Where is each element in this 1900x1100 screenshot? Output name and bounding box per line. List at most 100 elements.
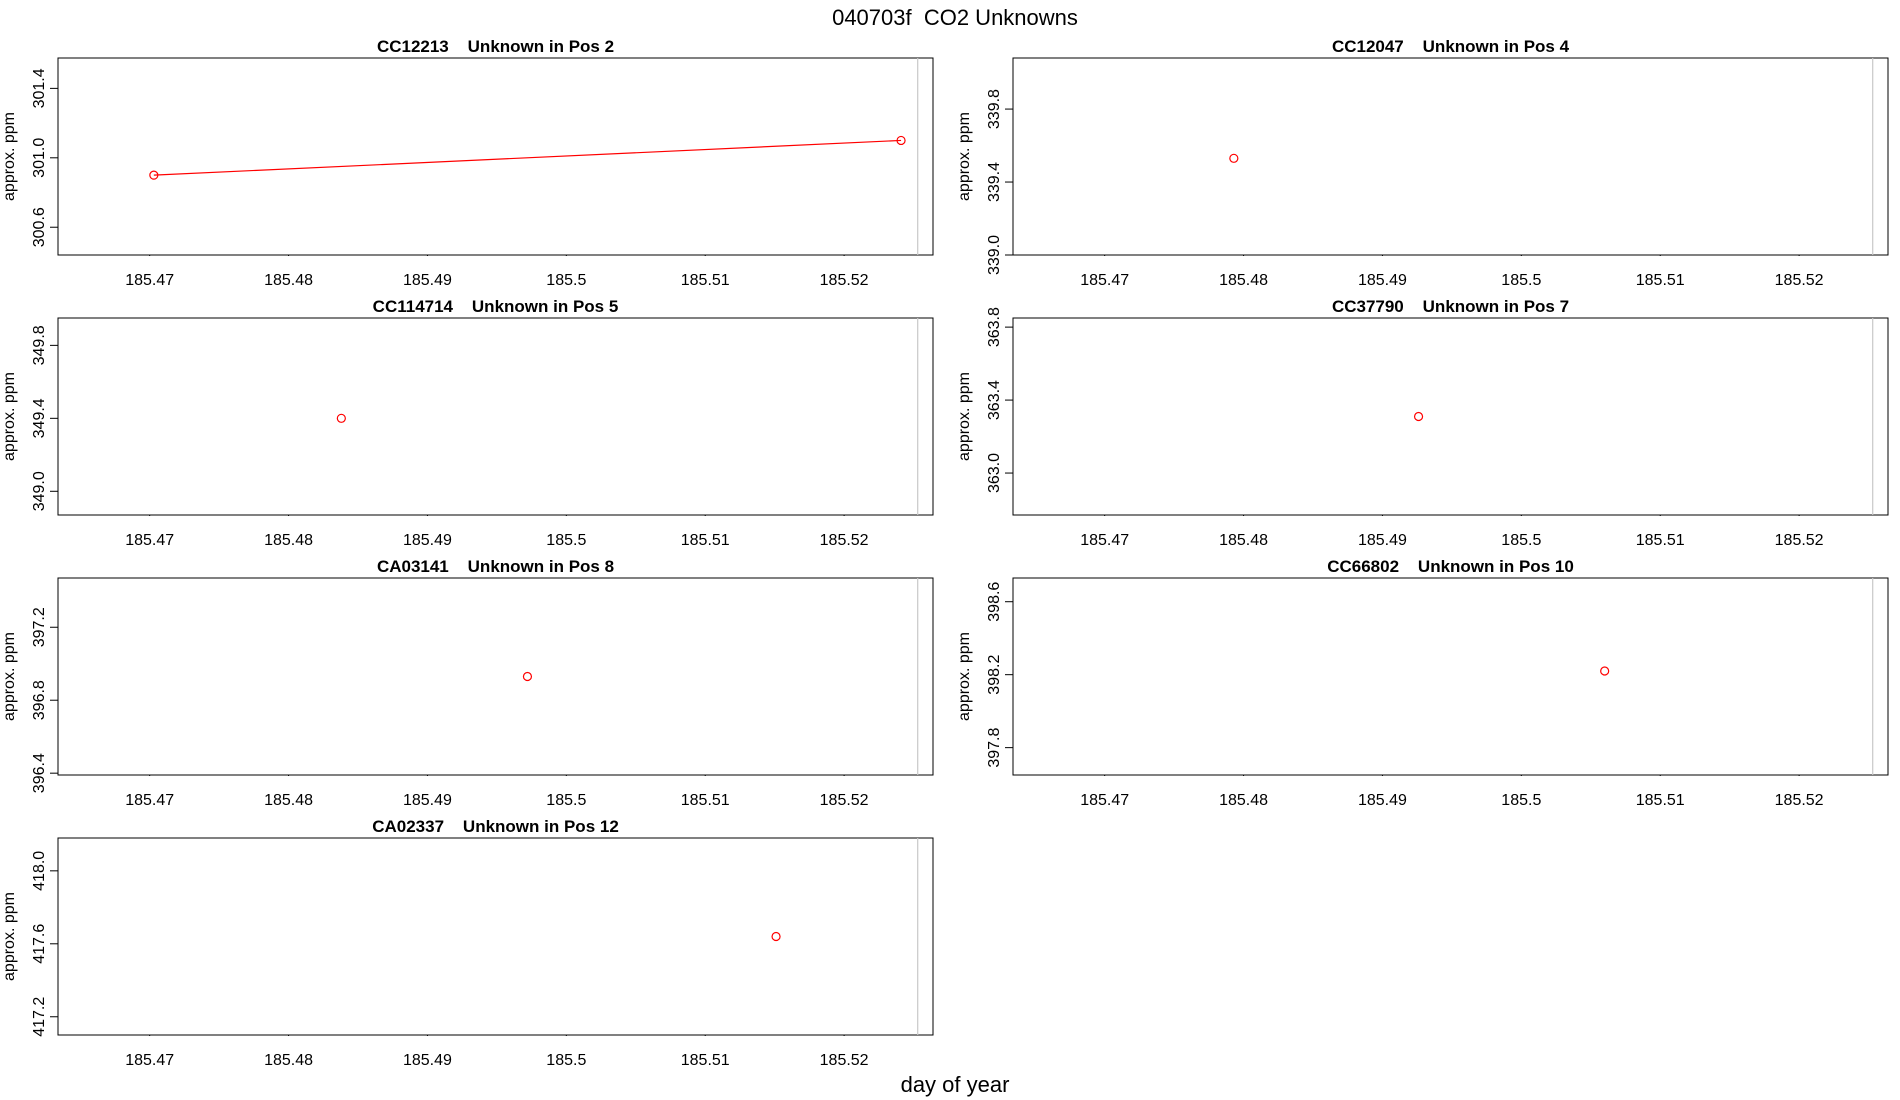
plot-frame [1012,317,1889,516]
x-tick-label: 185.48 [264,1052,313,1069]
x-tick-label: 185.51 [1636,272,1685,289]
y-tick-label: 363.0 [986,453,1003,493]
x-tick-label: 185.48 [264,792,313,809]
y-tick-label: 349.0 [31,471,48,511]
x-tick-label: 185.52 [820,792,869,809]
data-point [1229,153,1239,163]
x-tick-label: 185.49 [403,1052,452,1069]
x-tick-label: 185.47 [125,792,174,809]
x-tick-label: 185.5 [1501,792,1541,809]
x-tick-label: 185.47 [125,272,174,289]
x-tick-label: 185.49 [1358,532,1407,549]
y-tick-label: 398.6 [986,582,1003,622]
x-tick-label: 185.47 [125,1052,174,1069]
x-tick-label: 185.47 [1080,272,1129,289]
x-tick-label: 185.51 [1636,532,1685,549]
data-point [1600,666,1610,676]
plot-frame [57,57,934,256]
panel-title: CC66802 Unknown in Pos 10 [1327,557,1574,576]
y-tick-label: 398.2 [986,655,1003,695]
y-tick-label: 349.8 [31,325,48,365]
panel: CC12047 Unknown in Pos 4 approx. ppm 185.4… [956,37,1889,289]
panel: CC12213 Unknown in Pos 2 approx. ppm 185.4… [1,37,934,289]
y-tick-label: 339.4 [986,162,1003,202]
x-tick-label: 185.47 [125,532,174,549]
data-point [149,170,159,180]
y-tick-label: 339.8 [986,89,1003,129]
y-tick-label: 397.8 [986,728,1003,768]
y-tick-label: 418.0 [31,851,48,891]
panel: CA03141 Unknown in Pos 8 approx. ppm 185.4… [1,557,934,809]
x-tick-label: 185.49 [1358,272,1407,289]
x-tick-label: 185.49 [1358,792,1407,809]
x-tick-label: 185.52 [1775,272,1824,289]
x-tick-label: 185.51 [681,272,730,289]
x-tick-label: 185.49 [403,532,452,549]
x-tick-label: 185.48 [264,272,313,289]
x-tick-label: 185.51 [681,792,730,809]
y-tick-label: 300.6 [31,207,48,247]
x-tick-label: 185.47 [1080,792,1129,809]
series-line [153,139,902,176]
x-tick-label: 185.5 [1501,532,1541,549]
x-tick-label: 185.52 [820,272,869,289]
data-point [896,135,906,146]
plot-frame [57,577,934,776]
x-tick-label: 185.51 [1636,792,1685,809]
x-tick-label: 185.49 [403,792,452,809]
panel-title: CA03141 Unknown in Pos 8 [377,557,614,576]
y-tick-label: 349.4 [31,398,48,438]
x-tick-label: 185.5 [546,1052,586,1069]
y-tick-label: 396.4 [31,753,48,793]
panel-title: CC12213 Unknown in Pos 2 [377,37,614,56]
y-tick-label: 396.8 [31,680,48,720]
plot-frame [1012,577,1889,776]
y-axis-label: approx. ppm [956,372,973,461]
panel-title: CC12047 Unknown in Pos 4 [1332,37,1570,56]
x-tick-label: 185.48 [1219,272,1268,289]
plot-frame [1012,57,1889,256]
y-tick-label: 363.8 [986,307,1003,347]
panel: CA02337 Unknown in Pos 12 approx. ppm 185.… [1,817,934,1069]
data-point [1413,411,1424,422]
y-axis-label: approx. ppm [1,372,18,461]
x-tick-label: 185.48 [1219,792,1268,809]
x-tick-label: 185.5 [1501,272,1541,289]
y-axis-label: approx. ppm [1,892,18,981]
x-tick-label: 185.52 [820,1052,869,1069]
plot-frame [57,317,934,516]
x-tick-label: 185.5 [546,272,586,289]
panel-title: CA02337 Unknown in Pos 12 [372,817,619,836]
data-point [336,413,346,423]
y-tick-label: 301.4 [31,68,48,108]
panel-title: CC114714 Unknown in Pos 5 [373,297,619,316]
x-axis-label: day of year [901,1072,1010,1097]
data-point [771,931,781,942]
y-tick-label: 301.0 [31,138,48,178]
x-tick-label: 185.52 [820,532,869,549]
x-tick-label: 185.47 [1080,532,1129,549]
y-tick-label: 397.2 [31,607,48,647]
x-tick-label: 185.5 [546,532,586,549]
y-tick-label: 417.6 [31,924,48,964]
plot-frame [57,837,934,1036]
y-axis-label: approx. ppm [1,112,18,201]
y-tick-label: 339.0 [986,235,1003,275]
panel: CC66802 Unknown in Pos 10 approx. ppm 185.… [956,557,1889,809]
panel: CC114714 Unknown in Pos 5 approx. ppm 185.… [1,297,934,549]
y-tick-label: 363.4 [986,380,1003,420]
x-tick-label: 185.48 [1219,532,1268,549]
y-axis-label: approx. ppm [956,632,973,721]
data-point [522,671,533,682]
page-title: 040703f CO2 Unknowns [832,5,1078,30]
x-tick-label: 185.51 [681,1052,730,1069]
y-axis-label: approx. ppm [1,632,18,721]
y-tick-label: 417.2 [31,997,48,1037]
x-tick-label: 185.5 [546,792,586,809]
x-tick-label: 185.51 [681,532,730,549]
x-tick-label: 185.49 [403,272,452,289]
x-tick-label: 185.48 [264,532,313,549]
x-tick-label: 185.52 [1775,792,1824,809]
